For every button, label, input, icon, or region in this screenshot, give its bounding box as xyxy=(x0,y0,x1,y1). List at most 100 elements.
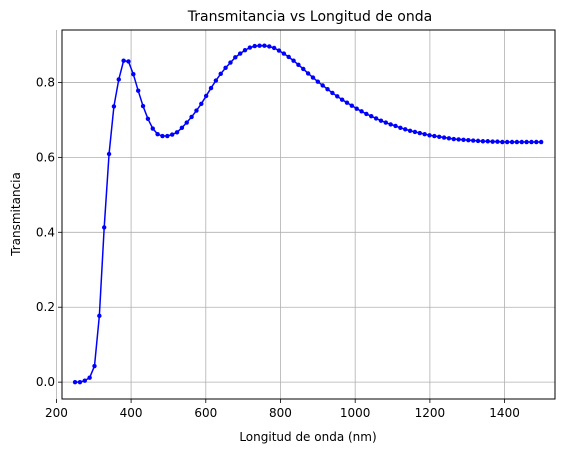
grid xyxy=(55,30,555,399)
y-axis-label: Transmitancia xyxy=(9,172,23,257)
data-point xyxy=(514,139,520,145)
data-point xyxy=(160,133,165,139)
y-tick-label: 0.4 xyxy=(36,225,55,239)
data-point xyxy=(461,137,466,142)
data-point xyxy=(72,379,78,385)
data-point xyxy=(441,135,447,140)
x-tick-label: 200 xyxy=(45,406,68,420)
data-point xyxy=(199,101,204,107)
y-tick-label: 0.8 xyxy=(36,75,55,89)
data-point xyxy=(471,138,476,143)
data-point xyxy=(174,130,180,135)
data-point xyxy=(538,139,544,145)
data-point xyxy=(257,43,262,48)
data-point xyxy=(364,111,369,117)
data-point xyxy=(335,94,340,99)
data-point xyxy=(233,55,238,60)
data-point xyxy=(373,116,379,121)
data-point xyxy=(165,133,170,139)
data-point xyxy=(349,103,355,108)
data-point xyxy=(126,59,131,64)
data-point xyxy=(291,58,296,63)
data-point xyxy=(296,62,301,68)
data-point xyxy=(135,88,141,93)
data-point xyxy=(354,106,359,111)
data-point xyxy=(339,97,345,102)
x-tick-label: 1200 xyxy=(415,406,446,420)
data-point xyxy=(330,90,335,96)
data-point xyxy=(102,225,107,230)
data-point xyxy=(228,60,233,65)
chart-title: Transmitancia vs Longitud de onda xyxy=(187,9,432,25)
data-point xyxy=(194,108,199,113)
data-point xyxy=(534,139,539,145)
data-point xyxy=(286,54,291,60)
data-point xyxy=(77,379,83,385)
x-tick-label: 800 xyxy=(269,406,292,420)
data-point xyxy=(529,139,534,145)
data-point xyxy=(383,120,389,125)
y-tick-label: 0.2 xyxy=(36,300,55,314)
data-point xyxy=(252,43,257,49)
data-point xyxy=(242,48,248,53)
data-point xyxy=(359,109,364,114)
plot-frame xyxy=(61,29,556,400)
data-point xyxy=(92,363,97,369)
data-point xyxy=(490,139,495,144)
data-point xyxy=(281,51,287,56)
data-point xyxy=(155,131,160,137)
data-point xyxy=(150,126,155,131)
data-point xyxy=(519,139,524,145)
data-point xyxy=(218,71,223,77)
data-point xyxy=(131,72,136,77)
data-point xyxy=(412,129,418,135)
data-point xyxy=(475,138,481,144)
data-point xyxy=(145,116,151,121)
data-point xyxy=(480,139,486,144)
y-axis-ticks: 0.0 0.2 0.4 0.6 0.8 xyxy=(36,75,62,389)
data-point xyxy=(82,378,87,383)
data-point xyxy=(267,44,272,49)
data-point xyxy=(116,77,121,82)
data-point xyxy=(97,313,102,319)
data-point xyxy=(422,131,427,137)
x-tick-label: 400 xyxy=(120,406,143,420)
data-point xyxy=(509,139,515,145)
data-point xyxy=(271,45,277,51)
data-point xyxy=(369,113,374,119)
data-point xyxy=(203,93,209,99)
data-point xyxy=(247,45,253,50)
data-point xyxy=(344,100,350,105)
y-tick-label: 0.0 xyxy=(36,375,55,389)
data-point xyxy=(301,66,306,72)
data-point xyxy=(500,139,505,145)
x-axis-ticks: 200 400 600 800 1000 1200 1400 xyxy=(45,399,520,420)
data-point xyxy=(169,132,175,137)
data-point xyxy=(325,86,330,92)
data-point xyxy=(495,139,500,144)
data-point xyxy=(315,79,321,84)
data-point xyxy=(485,139,490,144)
data-point xyxy=(189,114,194,120)
data-point xyxy=(432,133,437,139)
data-point xyxy=(140,103,146,109)
data-point xyxy=(456,137,461,142)
data-point xyxy=(427,133,432,138)
data-point xyxy=(388,122,393,127)
data-point xyxy=(223,65,228,71)
series xyxy=(72,43,544,385)
data-point xyxy=(407,128,413,133)
y-tick-label: 0.6 xyxy=(36,150,55,164)
data-point xyxy=(208,85,214,91)
data-point xyxy=(106,151,112,157)
x-tick-label: 1400 xyxy=(489,406,520,420)
data-point xyxy=(393,123,398,129)
data-point xyxy=(262,43,267,48)
data-point xyxy=(111,104,117,109)
data-point xyxy=(121,58,126,63)
data-point xyxy=(446,136,452,141)
data-point xyxy=(310,75,316,80)
data-point xyxy=(524,139,529,145)
data-point xyxy=(320,83,325,88)
data-point xyxy=(437,134,442,139)
